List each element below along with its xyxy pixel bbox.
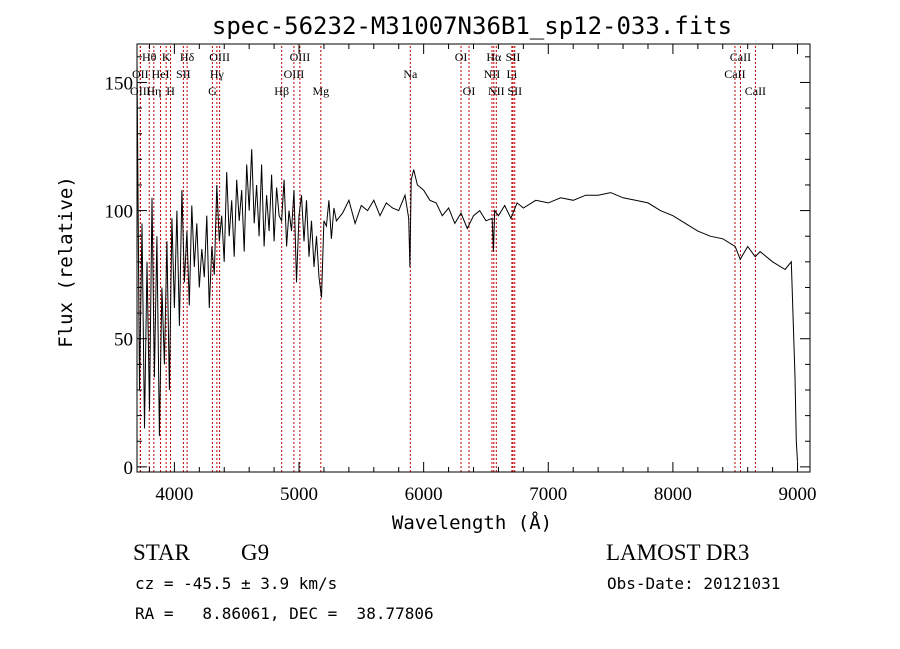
line-label: CaII [730, 50, 751, 64]
y-tick-label: 0 [124, 458, 134, 479]
line-label: OI [463, 84, 476, 98]
object-class: STAR [133, 540, 190, 565]
line-label: Mg [312, 84, 329, 98]
y-axis-label: Flux (relative) [55, 176, 77, 348]
redshift-readout: cz = -45.5 ± 3.9 km/s [135, 574, 338, 593]
line-label: Hη [146, 84, 161, 98]
x-tick-label: 4000 [155, 484, 193, 505]
coordinates-readout: RA = 8.86061, DEC = 38.77806 [135, 604, 434, 623]
x-tick-label: 7000 [529, 484, 567, 505]
line-label: OI [455, 50, 468, 64]
line-label: NII [488, 84, 505, 98]
survey-name: LAMOST DR3 [606, 540, 750, 565]
y-tick-label: 150 [105, 73, 134, 94]
x-tick-label: 6000 [405, 484, 443, 505]
line-label: Hα [486, 50, 502, 64]
x-tick-label: 9000 [779, 484, 817, 505]
y-axis-ticks: 0 50 100 150 [105, 56, 810, 479]
plot-frame [136, 43, 811, 473]
line-label: Hβ [274, 84, 289, 98]
line-label: G [208, 84, 217, 98]
line-label: K [162, 50, 171, 64]
x-axis-label: Wavelength (Å) [392, 511, 552, 534]
line-label: OIII [130, 84, 151, 98]
line-label: Li [507, 67, 518, 81]
line-label: SII [507, 84, 522, 98]
line-label: CaII [724, 67, 745, 81]
y-tick-label: 100 [105, 202, 134, 223]
x-tick-label: 5000 [280, 484, 318, 505]
line-label: CaII [745, 84, 766, 98]
observation-date: Obs-Date: 20121031 [607, 574, 781, 593]
line-label: H [166, 84, 175, 98]
line-id-markers [139, 46, 756, 472]
line-label: Hθ [142, 50, 157, 64]
spectral-subclass: G9 [241, 540, 270, 565]
chart-title: spec-56232-M31007N36B1_sp12-033.fits [212, 12, 732, 40]
spectrum-series-line [136, 61, 798, 462]
line-label: Hγ [210, 67, 225, 81]
x-axis-ticks: 4000 5000 6000 7000 8000 9000 [148, 44, 817, 505]
line-label: Na [403, 67, 418, 81]
line-label: SII [176, 67, 191, 81]
line-label: HeI [152, 67, 170, 81]
y-tick-label: 50 [114, 330, 133, 351]
line-label: NII [484, 67, 501, 81]
line-label: OII [132, 67, 149, 81]
line-label: OIII [284, 67, 305, 81]
line-label: Hδ [180, 50, 195, 64]
line-label: OIII [209, 50, 230, 64]
line-label: OIII [290, 50, 311, 64]
line-label: SII [506, 50, 521, 64]
x-tick-label: 8000 [654, 484, 692, 505]
